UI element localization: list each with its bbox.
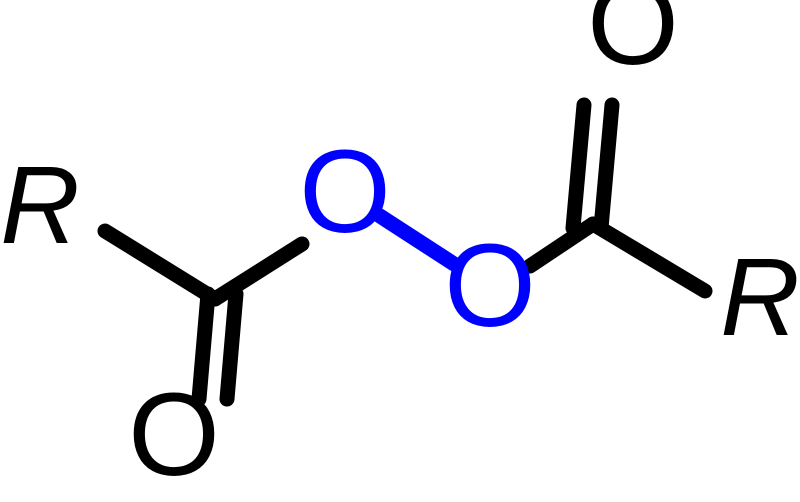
atom-R_left: R bbox=[0, 144, 79, 267]
atom-O_center_left: O bbox=[299, 126, 391, 258]
bond-Cright-Otopright-b bbox=[573, 105, 584, 228]
atom-R_right: R bbox=[720, 236, 799, 359]
bond-Cleft-Ocenterleft bbox=[215, 244, 302, 299]
bond-peroxide bbox=[380, 216, 454, 264]
chemical-structure-diagram: OOOORR bbox=[0, 0, 800, 502]
atom-O_center_right: O bbox=[444, 220, 536, 352]
bond-Cright-Ocenterright bbox=[530, 224, 593, 266]
bond-Cleft-Obottomleft-b bbox=[227, 294, 236, 399]
bond-Cleft-Rleft bbox=[105, 231, 215, 299]
atom-O_bottom_left: O bbox=[128, 369, 220, 501]
bond-Cright-Rright bbox=[593, 224, 705, 291]
bond-Cright-Otopright-a bbox=[601, 105, 612, 228]
atom-O_top_right: O bbox=[587, 0, 679, 90]
